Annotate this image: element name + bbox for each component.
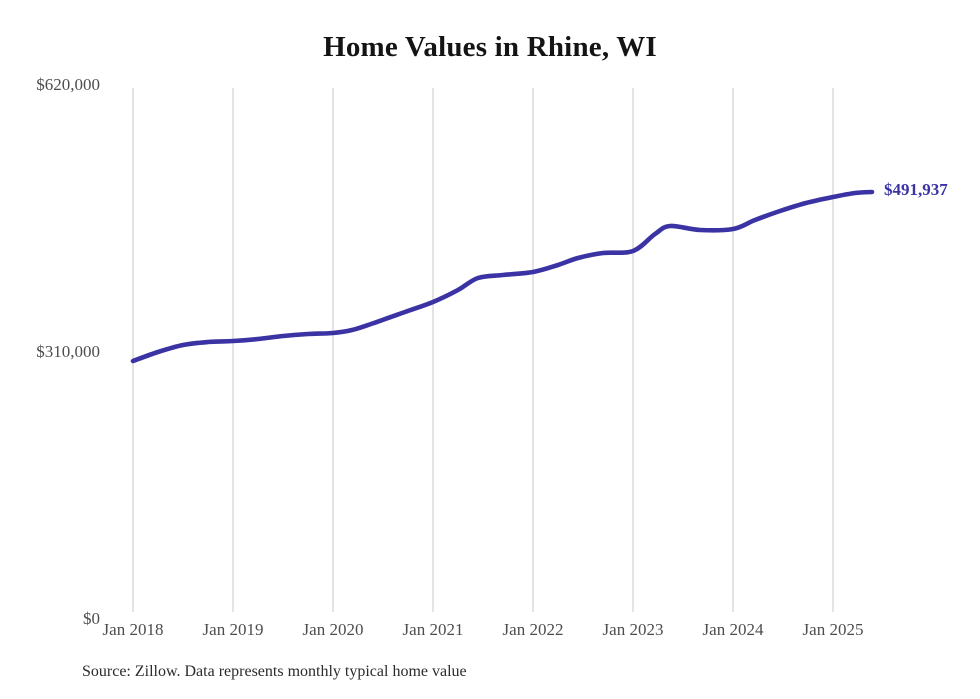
series-end-value-label: $491,937 xyxy=(884,180,948,199)
chart-title: Home Values in Rhine, WI xyxy=(323,31,657,63)
gridlines xyxy=(132,88,834,612)
y-axis-tick-0: $0 xyxy=(83,609,100,628)
x-axis-tick-jan-2021: Jan 2021 xyxy=(402,620,464,639)
x-axis-tick-jan-2025: Jan 2025 xyxy=(802,620,864,639)
x-axis-tick-jan-2023: Jan 2023 xyxy=(602,620,664,639)
series-line-typical-home-value xyxy=(130,189,875,364)
y-axis-tick-620000: $620,000 xyxy=(36,75,100,94)
y-axis-tick-310000: $310,000 xyxy=(36,342,100,361)
x-axis-tick-jan-2018: Jan 2018 xyxy=(102,620,164,639)
x-axis-tick-jan-2019: Jan 2019 xyxy=(202,620,264,639)
x-axis-tick-jan-2020: Jan 2020 xyxy=(302,620,364,639)
source-note: Source: Zillow. Data represents monthly … xyxy=(82,663,467,680)
x-axis-tick-jan-2024: Jan 2024 xyxy=(702,620,764,639)
series-line-group xyxy=(130,189,875,364)
x-axis-tick-jan-2022: Jan 2022 xyxy=(502,620,564,639)
